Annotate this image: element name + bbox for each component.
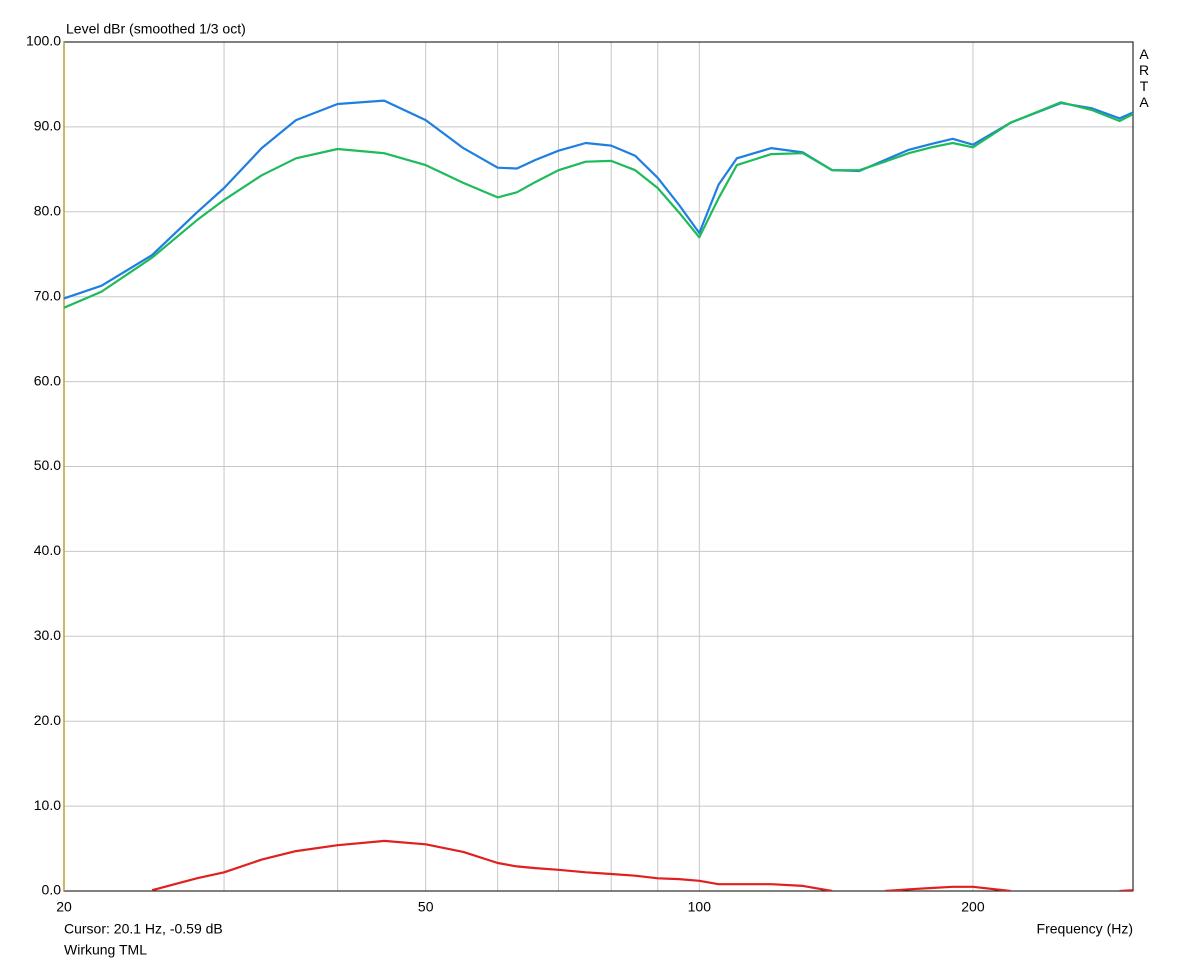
y-tick-label: 70.0 — [34, 287, 61, 303]
caption: Wirkung TML — [64, 942, 147, 958]
y-tick-label: 30.0 — [34, 627, 61, 643]
x-tick-label: 20 — [56, 899, 72, 915]
y-tick-label: 80.0 — [34, 203, 61, 219]
series-line — [151, 839, 1133, 891]
plot-area — [64, 99, 1133, 891]
chart-title: Level dBr (smoothed 1/3 oct) — [66, 21, 246, 37]
y-tick-label: 90.0 — [34, 118, 61, 134]
x-tick-label: 50 — [418, 899, 434, 915]
y-tick-label: 0.0 — [42, 882, 62, 898]
x-axis-label: Frequency (Hz) — [1037, 921, 1133, 937]
x-tick-label: 200 — [961, 899, 985, 915]
y-tick-label: 40.0 — [34, 542, 61, 558]
series-line — [64, 99, 1133, 300]
y-tick-label: 50.0 — [34, 457, 61, 473]
y-tick-label: 60.0 — [34, 372, 61, 388]
x-tick-label: 100 — [688, 899, 712, 915]
watermark: ARTA — [1136, 46, 1152, 110]
y-tick-label: 20.0 — [34, 712, 61, 728]
cursor-readout: Cursor: 20.1 Hz, -0.59 dB — [64, 921, 223, 937]
series-line — [64, 101, 1133, 309]
y-tick-label: 100.0 — [26, 33, 61, 49]
y-tick-label: 10.0 — [34, 797, 61, 813]
